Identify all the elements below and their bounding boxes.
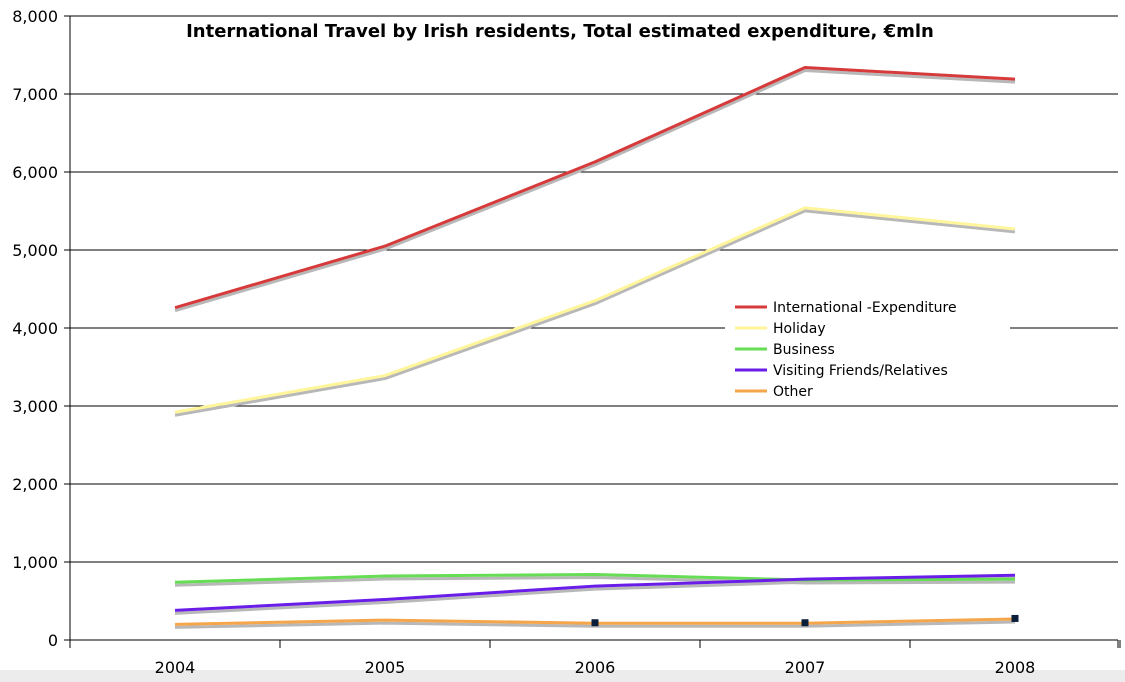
- y-tick-label: 4,000: [12, 319, 58, 338]
- legend-label: Other: [773, 384, 813, 400]
- y-tick-label: 8,000: [12, 7, 58, 26]
- series-shadow-business: [174, 575, 1016, 587]
- bottom-strip: [0, 670, 1125, 682]
- legend-label: Holiday: [773, 321, 826, 337]
- legend-label: Visiting Friends/Relatives: [773, 363, 948, 379]
- legend-label: Business: [773, 342, 835, 358]
- series-line-visiting-friends-relatives: [174, 573, 1016, 612]
- y-tick-label: 1,000: [12, 553, 58, 572]
- data-point-marker: [801, 619, 809, 627]
- data-point-marker: [1011, 614, 1019, 622]
- legend: International -Expenditure Holiday Busines…: [725, 290, 1010, 405]
- data-point-marker: [591, 619, 599, 627]
- series-line-holiday: [174, 206, 1016, 414]
- legend-background: [725, 290, 1010, 405]
- series-shadow-holiday: [174, 209, 1016, 417]
- x-tick-label: 2008: [995, 658, 1036, 677]
- x-tick-label: 2006: [575, 658, 616, 677]
- x-tick-label: 2007: [785, 658, 826, 677]
- legend-label: International -Expenditure: [773, 300, 957, 316]
- x-tick-label: 2005: [365, 658, 406, 677]
- y-tick-label: 2,000: [12, 475, 58, 494]
- series-line-international-expenditure: [174, 65, 1016, 310]
- y-tick-label: 0: [48, 631, 58, 650]
- y-tick-label: 7,000: [12, 85, 58, 104]
- series-line-business: [174, 572, 1016, 584]
- chart-title: International Travel by Irish residents,…: [186, 21, 934, 42]
- y-tick-label: 3,000: [12, 397, 58, 416]
- x-tick-label: 2004: [155, 658, 196, 677]
- y-tick-label: 6,000: [12, 163, 58, 182]
- y-tick-label: 5,000: [12, 241, 58, 260]
- series-shadow-international-expenditure: [174, 68, 1016, 313]
